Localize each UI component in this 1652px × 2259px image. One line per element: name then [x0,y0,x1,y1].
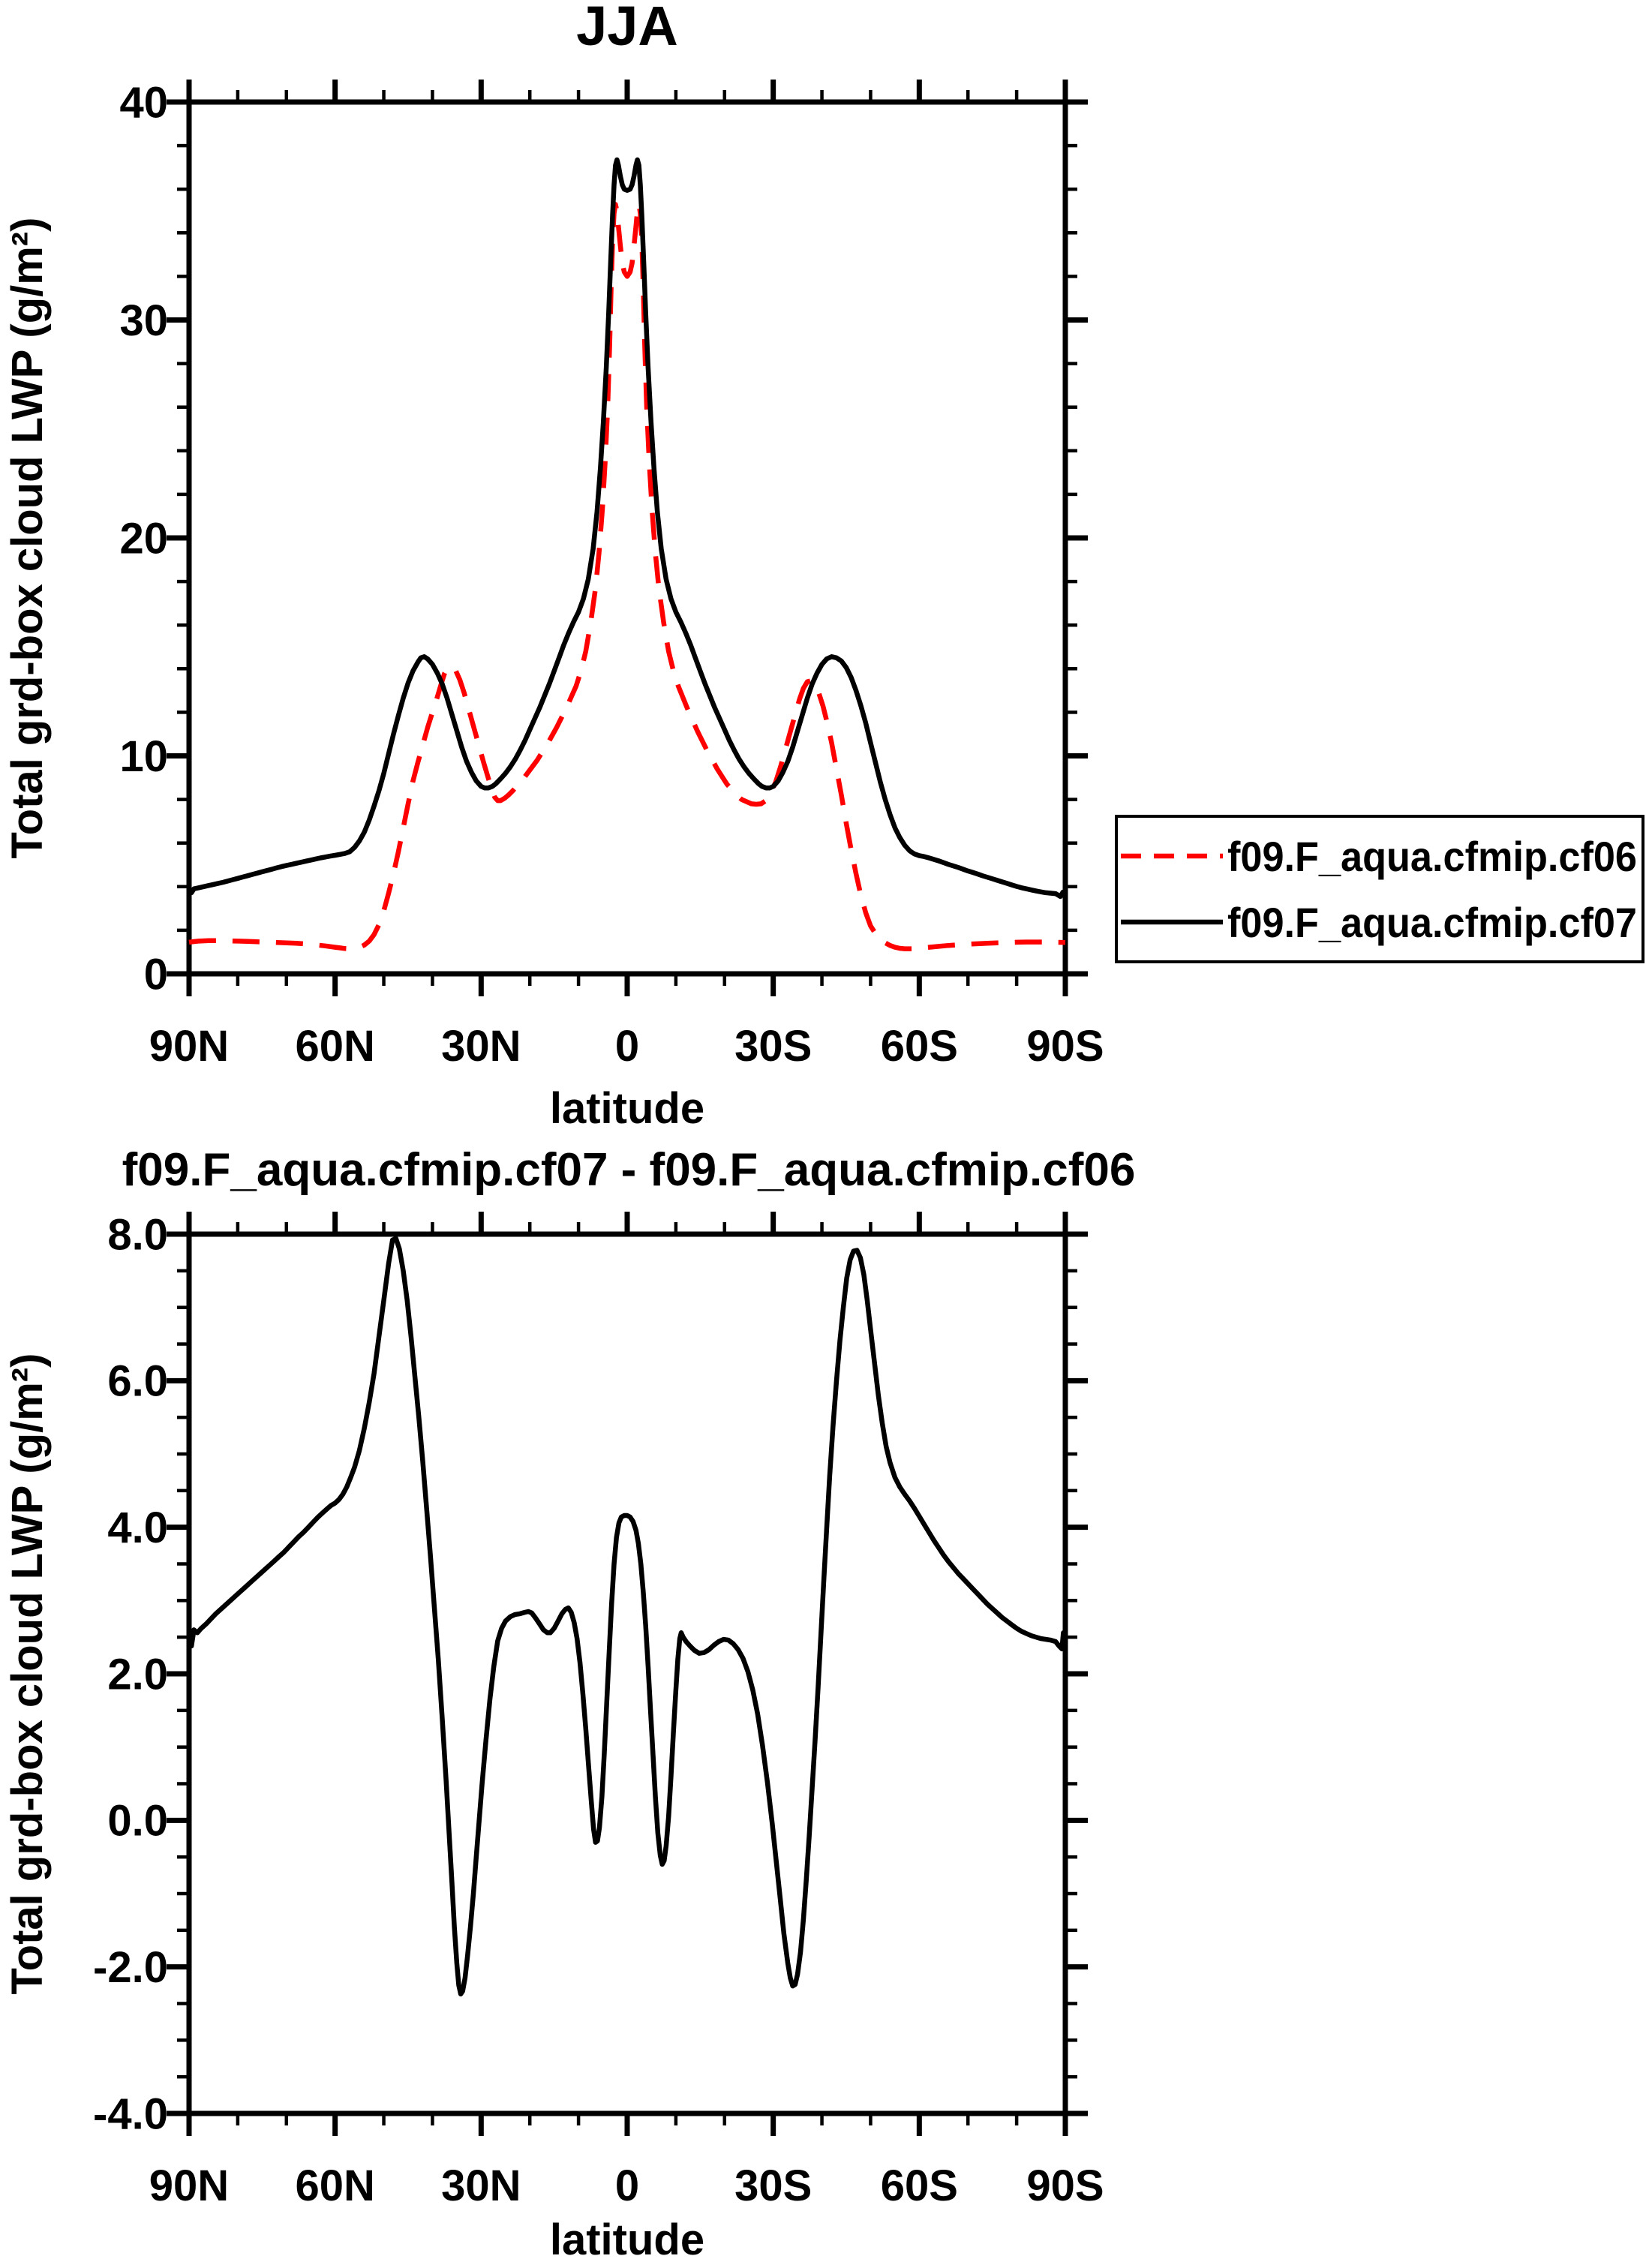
x-tick-label: 0 [615,1022,639,1071]
y-tick-label: 6.0 [107,1357,168,1406]
y-tick-label: -2.0 [93,1943,168,1992]
y-tick-label: 30 [119,296,168,345]
series-curve-0 [186,1236,1068,1997]
y-tick-label: 0 [144,950,168,999]
x-tick-label: 30S [734,1022,812,1071]
x-tick-label: 60N [295,1022,374,1071]
plot-box [186,99,1068,977]
plot-box [186,1231,1068,2116]
legend-label-cf07: f09.F_aqua.cfmip.cf07 [1227,899,1637,946]
x-tick-label: 90S [1026,2161,1104,2210]
x-tick-label: 60S [881,1022,958,1071]
legend-box [1115,815,1644,963]
bottom-x-axis-label: latitude [550,2215,704,2259]
y-tick-label: 10 [119,732,168,781]
bottom-chart-panel: 90N 60N 30N 0 30S 60S 90S -4.0 -2.0 0.0 2.0 4.0 6.0 8… [93,1210,1104,2210]
y-tick-label: 0.0 [107,1797,168,1846]
top-chart-title: JJA [576,0,678,57]
x-tick-label: 30N [441,1022,521,1071]
y-tick-label: -4.0 [93,2089,168,2138]
x-tick-label: 90S [1026,1022,1104,1071]
y-tick-label: 8.0 [107,1210,168,1259]
x-tick-label: 60S [881,2161,958,2210]
bottom-chart-title: f09.F_aqua.cfmip.cf07 - f09.F_aqua.cfmip… [122,1144,1136,1196]
bottom-y-axis-label: Total grd-box cloud LWP (g/m²) [3,1353,52,1995]
x-tick-label: 0 [615,2161,639,2210]
y-tick-label: 4.0 [107,1503,168,1552]
y-tick-label: 2.0 [107,1650,168,1699]
series-curve-0 [188,202,1066,951]
top-x-axis-label: latitude [550,1084,704,1133]
x-tick-label: 90N [149,1022,229,1071]
series-curve-1 [187,157,1068,900]
x-tick-label: 60N [295,2161,374,2210]
top-chart-panel: 90N 60N 30N 0 30S 60S 90S 0 10 20 30 40 [119,78,1104,1071]
x-tick-label: 30N [441,2161,521,2210]
legend-label-cf06: f09.F_aqua.cfmip.cf06 [1227,833,1637,880]
top-y-axis-label: Total grd-box cloud LWP (g/m²) [3,218,52,859]
x-tick-label: 30S [734,2161,812,2210]
x-tick-label: 90N [149,2161,229,2210]
legend: f09.F_aqua.cfmip.cf06 f09.F_aqua.cfmip.c… [1115,815,1644,963]
y-tick-label: 20 [119,514,168,563]
y-tick-label: 40 [119,78,168,127]
